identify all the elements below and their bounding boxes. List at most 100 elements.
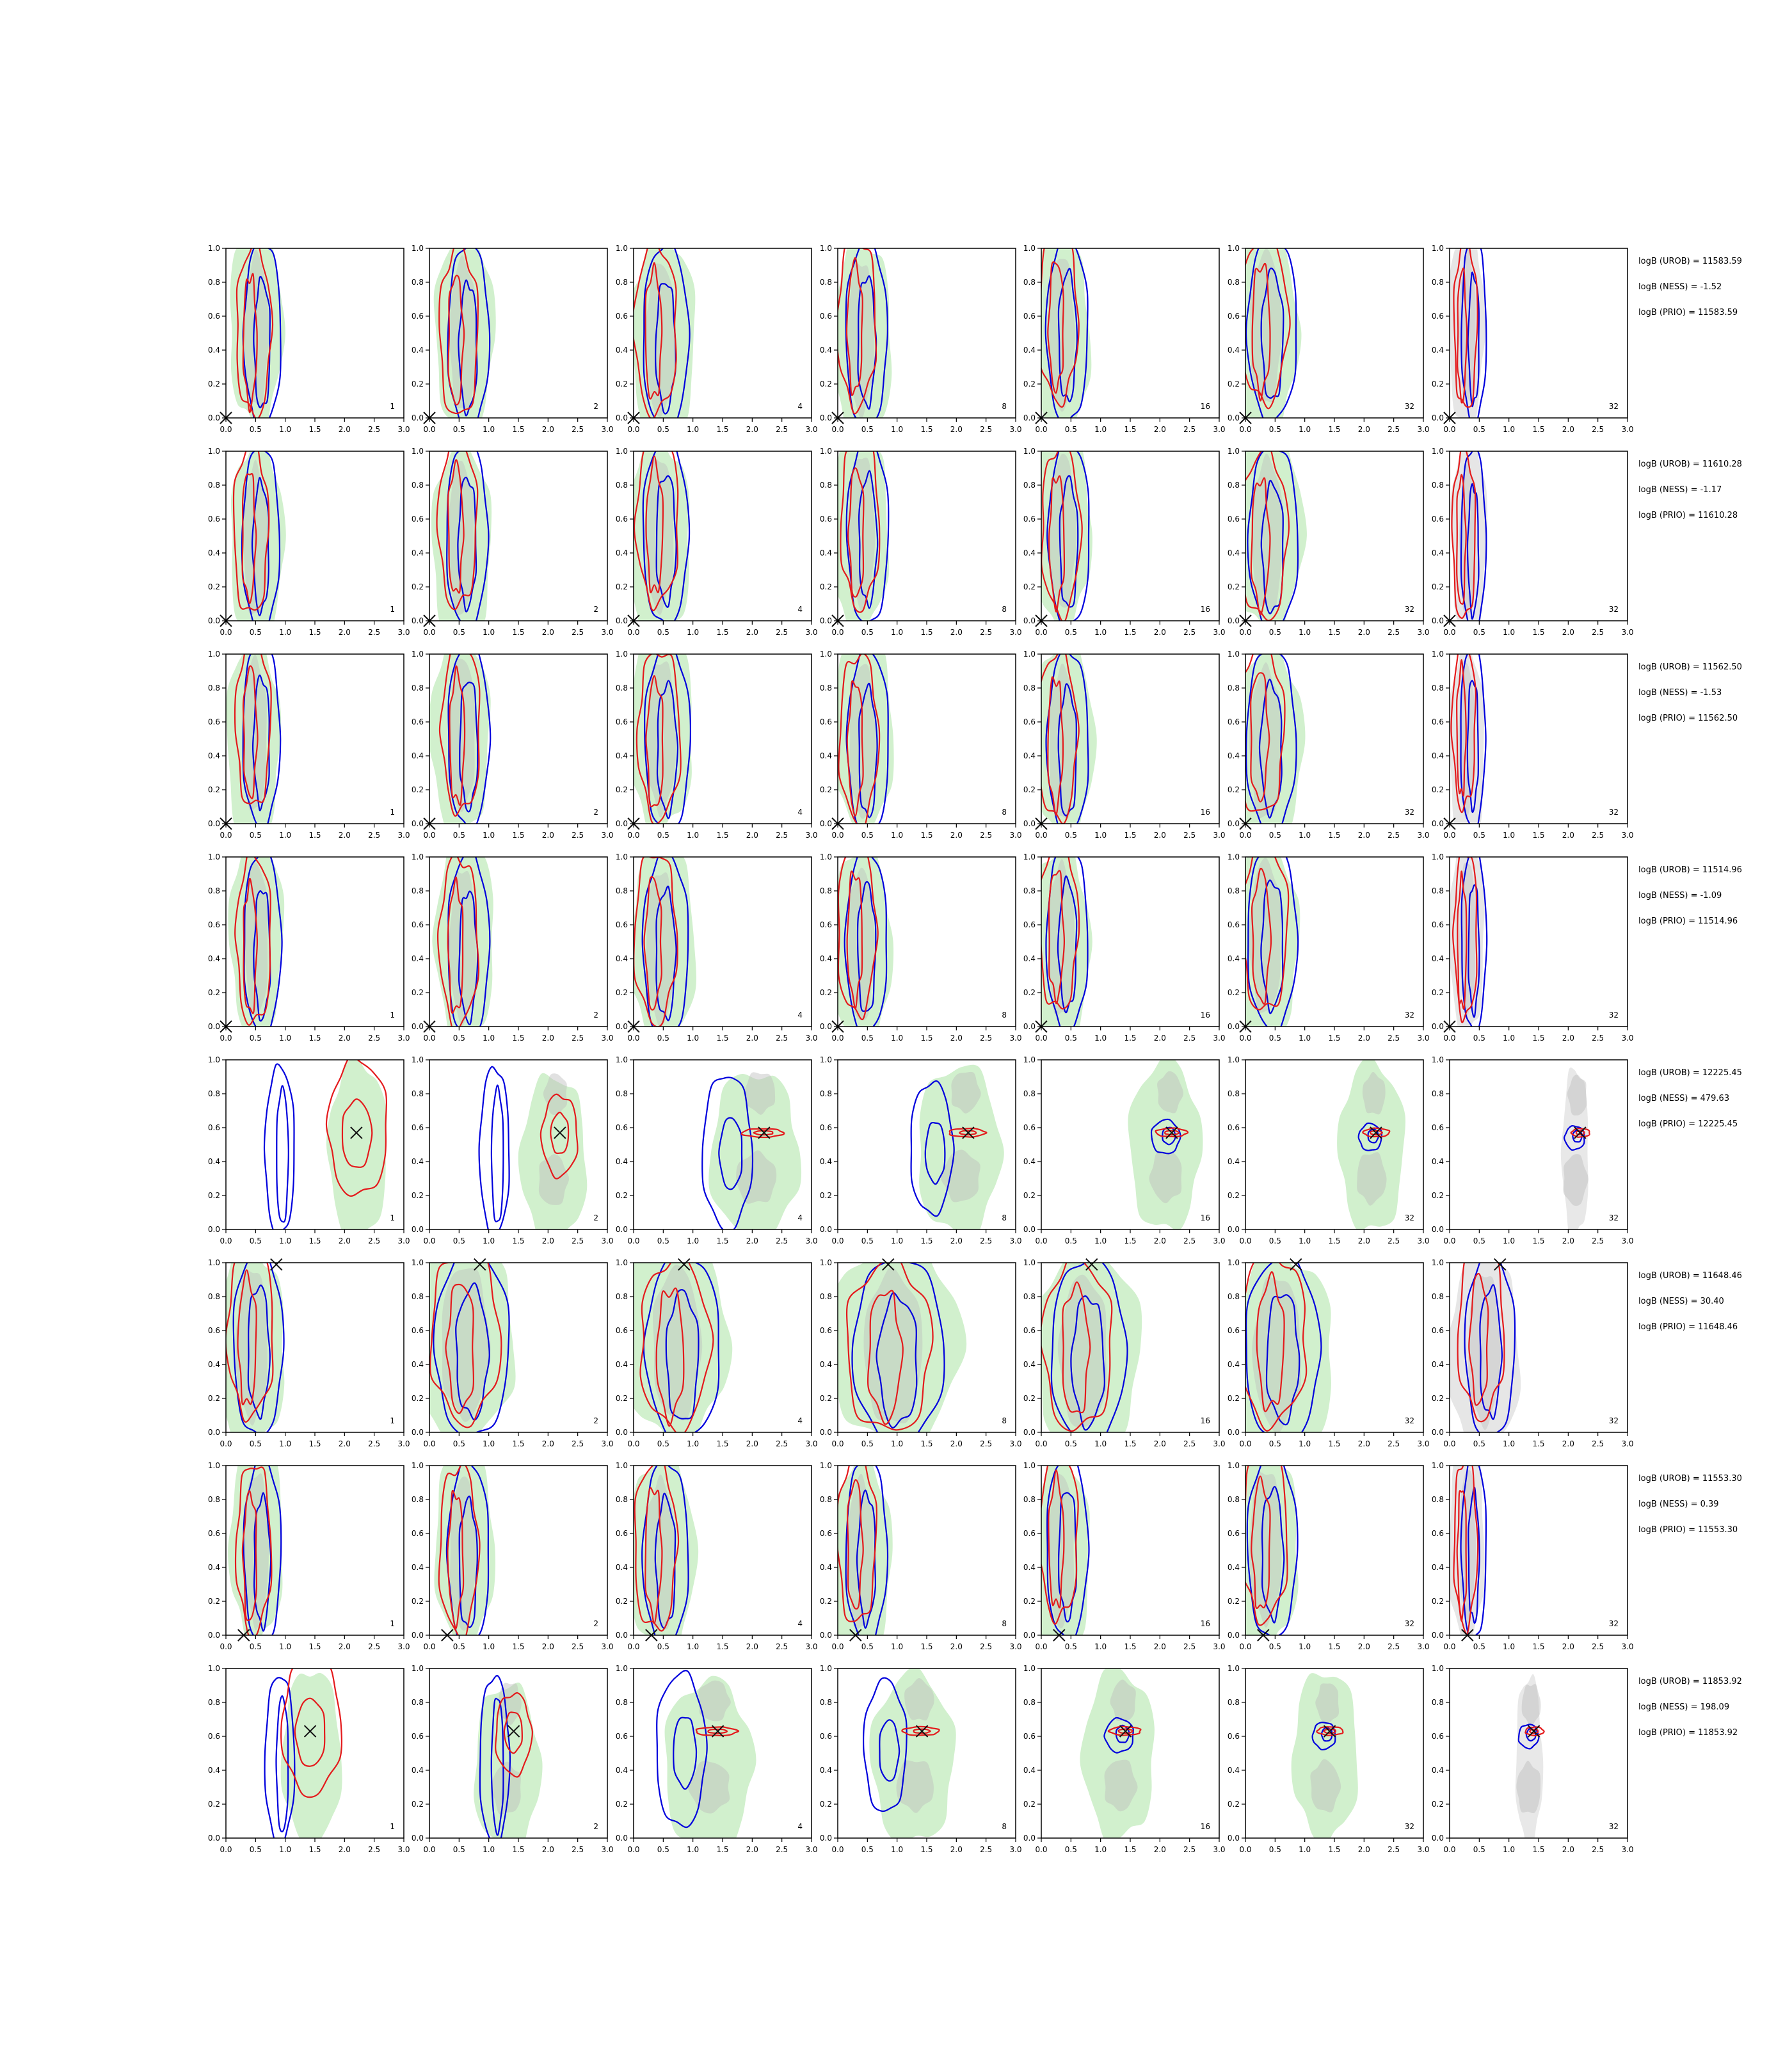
panel-label: 32: [1405, 1011, 1414, 1020]
x-tick-label: 3.0: [1213, 425, 1225, 434]
panel-label: 32: [1405, 402, 1414, 411]
true-value-marker: [1574, 1126, 1587, 1139]
x-tick-label: 3.0: [1417, 1439, 1429, 1448]
contour-blue: [241, 451, 281, 621]
contour-blue: [1050, 1263, 1128, 1432]
contour-blue: [1265, 1294, 1300, 1426]
x-tick-label: 2.5: [980, 1034, 992, 1043]
contour-red: [847, 1479, 864, 1610]
contour-red: [1524, 1726, 1545, 1737]
contour-red: [1250, 477, 1271, 616]
y-tick-label: 1.0: [820, 1258, 832, 1267]
y-tick-label: 0.2: [1023, 380, 1036, 388]
contour-blue: [1045, 654, 1089, 824]
panel-label: 32: [1609, 1619, 1619, 1628]
x-tick-label: 1.5: [1328, 1236, 1340, 1245]
x-tick-label: 1.5: [920, 1642, 932, 1651]
density-region: [1245, 248, 1302, 418]
y-tick-label: 0.2: [616, 380, 628, 388]
x-tick-label: 1.0: [279, 425, 291, 434]
y-tick-label: 0.2: [820, 988, 832, 997]
y-tick-label: 0.0: [616, 1428, 628, 1437]
density-region: [431, 451, 492, 621]
y-tick-label: 0.0: [820, 819, 832, 828]
density-region: [1041, 451, 1092, 621]
y-tick-label: 0.4: [208, 1563, 220, 1572]
x-tick-label: 0.5: [250, 1642, 262, 1651]
true-value-marker: [474, 1258, 486, 1271]
y-tick-label: 1.0: [208, 650, 220, 659]
x-tick-label: 2.0: [1358, 1845, 1370, 1854]
y-tick-label: 1.0: [616, 650, 628, 659]
x-tick-label: 1.5: [1532, 1642, 1544, 1651]
contour-red: [1245, 248, 1291, 410]
panel-label: 32: [1609, 1213, 1619, 1222]
contour-red: [838, 248, 877, 415]
y-tick-label: 0.6: [820, 1123, 832, 1132]
contour-blue: [458, 890, 479, 1025]
contour-blue: [447, 654, 492, 824]
contour-red: [1245, 857, 1290, 1011]
contour-blue: [851, 1263, 945, 1432]
x-tick-label: 3.0: [1213, 1642, 1225, 1651]
y-tick-label: 0.4: [616, 1766, 628, 1775]
y-tick-label: 1.0: [1228, 1664, 1240, 1673]
logB-annotation: logB (PRIO) = 12225.45: [1638, 1119, 1738, 1129]
contour-red: [1452, 857, 1478, 1023]
x-tick-label: 1.5: [920, 831, 932, 840]
contour-blue: [1311, 1722, 1336, 1751]
y-tick-label: 0.6: [1228, 515, 1240, 524]
x-tick-label: 2.5: [1388, 1845, 1400, 1854]
density-region: [838, 1466, 893, 1635]
x-tick-label: 2.0: [542, 1642, 554, 1651]
x-tick-label: 2.5: [368, 1236, 380, 1245]
x-tick-label: 1.5: [1124, 1236, 1136, 1245]
x-tick-label: 0.0: [627, 1642, 639, 1651]
density-region: [1041, 654, 1097, 824]
x-tick-label: 0.5: [1473, 1439, 1485, 1448]
x-tick-label: 3.0: [1009, 1034, 1021, 1043]
density-core: [1104, 1759, 1138, 1812]
y-tick-label: 1.0: [616, 1664, 628, 1673]
x-tick-label: 1.5: [1124, 1642, 1136, 1651]
y-tick-label: 0.4: [820, 954, 832, 963]
x-tick-label: 2.0: [339, 425, 351, 434]
x-tick-label: 1.0: [891, 1642, 903, 1651]
contour-blue: [251, 477, 269, 616]
x-tick-label: 0.0: [831, 1034, 844, 1043]
y-tick-label: 1.0: [208, 1258, 220, 1267]
y-tick-label: 0.2: [616, 785, 628, 794]
y-tick-label: 0.2: [820, 785, 832, 794]
y-tick-label: 0.4: [1228, 751, 1240, 760]
y-tick-label: 0.2: [208, 380, 220, 388]
x-tick-label: 0.5: [861, 1236, 874, 1245]
x-tick-label: 1.0: [891, 1236, 903, 1245]
logB-annotation: logB (NESS) = 198.09: [1638, 1702, 1729, 1712]
contour-red: [241, 1490, 258, 1622]
contour-red: [540, 1093, 579, 1180]
panel-label: 1: [390, 1213, 395, 1222]
y-tick-label: 0.0: [1023, 1631, 1036, 1640]
y-tick-label: 0.2: [412, 1394, 424, 1403]
y-tick-label: 0.8: [1023, 278, 1036, 287]
x-tick-label: 3.0: [1009, 1236, 1021, 1245]
y-tick-label: 1.0: [1023, 447, 1036, 456]
y-tick-label: 0.2: [616, 582, 628, 591]
x-tick-label: 2.0: [1562, 831, 1574, 840]
contour-red: [1323, 1728, 1337, 1734]
panel-r7-c2: 0.0 0.5 1.0 1.5 2.0 2.5 3.0 0.0 0.2 0.4 0.6 0.8 1.0 2: [412, 1461, 614, 1651]
x-tick-label: 0.0: [220, 1439, 232, 1448]
x-tick-label: 0.0: [1443, 1236, 1455, 1245]
y-tick-label: 0.2: [412, 380, 424, 388]
x-tick-label: 0.0: [1239, 1642, 1251, 1651]
x-tick-label: 2.0: [1154, 1236, 1166, 1245]
x-tick-label: 1.5: [308, 628, 321, 637]
contour-blue: [253, 890, 271, 1022]
contour-blue: [655, 475, 677, 608]
contour-blue: [1044, 248, 1089, 418]
y-tick-label: 0.8: [1432, 1089, 1444, 1098]
y-tick-label: 0.0: [820, 1022, 832, 1031]
contour-blue: [910, 1080, 955, 1217]
x-tick-label: 2.5: [572, 628, 584, 637]
y-tick-label: 0.8: [1228, 886, 1240, 895]
